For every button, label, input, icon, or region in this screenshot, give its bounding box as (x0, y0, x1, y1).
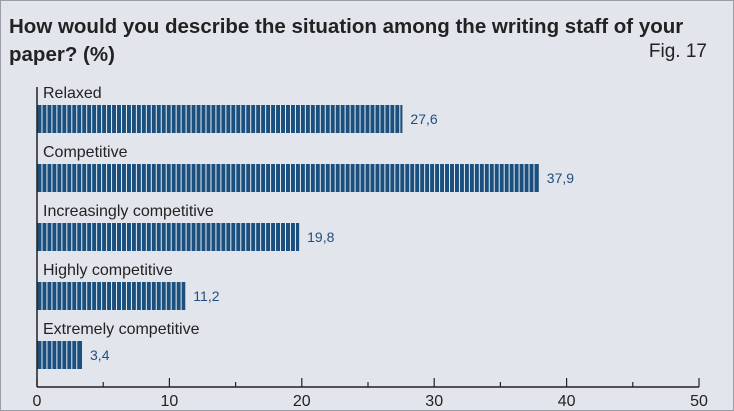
bar-segment-lines (41, 341, 78, 369)
bar-segment-lines (41, 282, 182, 310)
chart-title: How would you describe the situation amo… (9, 15, 684, 66)
category-label: Relaxed (43, 85, 102, 102)
value-label: 3,4 (90, 347, 110, 363)
value-label: 27,6 (410, 111, 437, 127)
category-label: Extremely competitive (43, 321, 200, 338)
value-label: 37,9 (547, 170, 574, 186)
value-label: 11,2 (193, 288, 219, 304)
bar (37, 105, 403, 133)
category-label: Competitive (43, 144, 128, 161)
x-tick-label: 0 (33, 393, 42, 410)
figure-label: Fig. 17 (648, 41, 707, 62)
x-tick-label: 40 (558, 393, 576, 410)
x-tick-label: 50 (690, 393, 708, 410)
bar-segment-lines (41, 223, 296, 251)
category-label: Increasingly competitive (43, 203, 214, 220)
x-tick-label: 10 (161, 393, 179, 410)
bar-segment-lines (41, 105, 401, 133)
bar (37, 164, 539, 192)
x-tick-label: 30 (425, 393, 443, 410)
bar-segment-lines (41, 164, 535, 192)
x-tick-label: 20 (293, 393, 311, 410)
category-label: Highly competitive (43, 262, 173, 279)
value-label: 19,8 (307, 229, 334, 245)
bar (37, 341, 83, 369)
